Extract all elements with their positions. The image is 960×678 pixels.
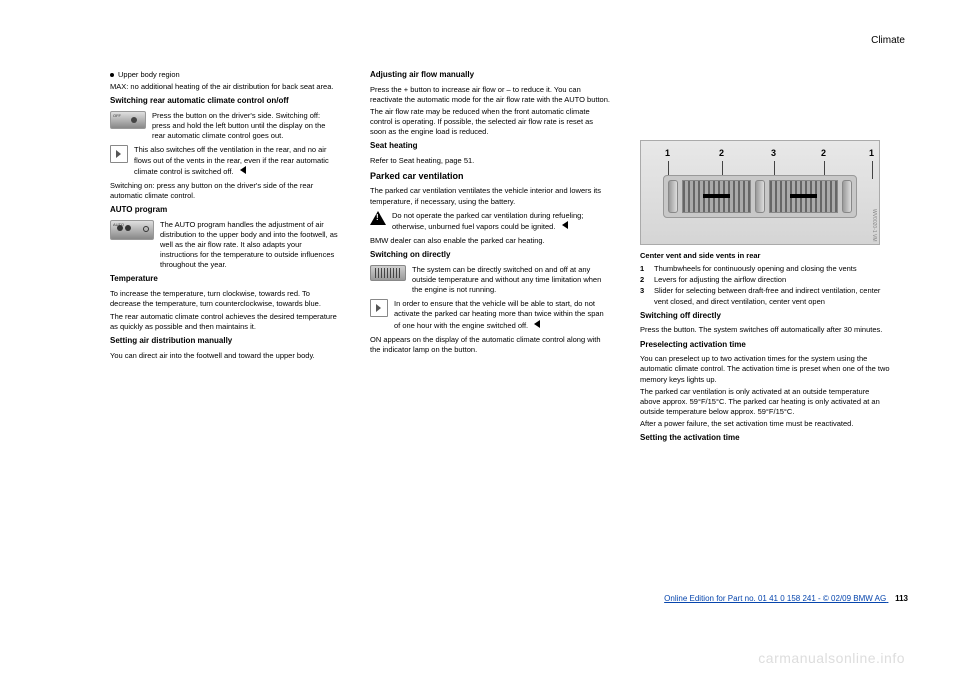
diagram-label: 3 (771, 147, 776, 159)
image-code: WV0020-1 VM (870, 209, 877, 242)
watermark: carmanualsonline.info (758, 650, 905, 666)
thumbwheel (842, 180, 852, 213)
body-text: Press the + button to increase air flow … (370, 85, 610, 105)
warning-icon (370, 211, 386, 225)
legend-num: 3 (640, 286, 650, 306)
body-text: The parked car ventilation ventilates th… (370, 186, 610, 206)
warning-text: Do not operate the parked car ventilatio… (392, 211, 610, 232)
section-title: Switching on directly (370, 250, 610, 261)
column-2: Adjusting air flow manually Press the + … (370, 70, 610, 560)
diagram-label: 1 (869, 147, 874, 159)
legend-num: 1 (640, 264, 650, 274)
icon-paragraph: OFF Press the button on the driver's sid… (110, 111, 340, 141)
vent-left (682, 180, 751, 213)
section-title: Adjusting air flow manually (370, 70, 610, 81)
bullet-item: Upper body region (110, 70, 340, 80)
legend-title: Center vent and side vents in rear (640, 251, 890, 261)
body-text: The air flow rate may be reduced when th… (370, 107, 610, 137)
note-text: This also switches off the ventilation i… (134, 145, 340, 176)
body-text: After a power failure, the set activatio… (640, 419, 890, 429)
vent-panel (663, 175, 857, 218)
body-text: The AUTO program handles the adjustment … (160, 220, 340, 271)
footer-breadcrumb: Online Edition for Part no. 01 41 0 158 … (112, 594, 908, 603)
body-text: You can direct air into the footwell and… (110, 351, 340, 361)
section-title: Seat heating (370, 141, 610, 152)
content-columns: Upper body region MAX: no additional hea… (0, 0, 960, 590)
auto-button-icon: AUTO (110, 220, 154, 240)
vent-button-icon (370, 265, 406, 281)
column-3: 1 2 3 2 1 WV0020-1 VM Center (640, 70, 890, 560)
note-paragraph: This also switches off the ventilation i… (110, 145, 340, 176)
warning-paragraph: Do not operate the parked car ventilatio… (370, 211, 610, 232)
legend-text: Slider for selecting between draft-free … (654, 286, 890, 306)
note-text: In order to ensure that the vehicle will… (394, 299, 610, 330)
column-1: Upper body region MAX: no additional hea… (110, 70, 340, 560)
section-title: Switching rear automatic climate control… (110, 96, 340, 107)
warning-end-icon (562, 221, 568, 229)
legend-item: 1 Thumbwheels for continuously opening a… (640, 264, 890, 274)
section-title: Setting the activation time (640, 433, 890, 444)
footer-link[interactable]: Online Edition for Part no. 01 41 0 158 … (664, 594, 888, 603)
thumbwheel (668, 180, 678, 213)
body-text: The rear automatic climate control achie… (110, 312, 340, 332)
section-title: AUTO program (110, 205, 340, 216)
page-number: 113 (895, 594, 908, 603)
note-end-icon (240, 166, 246, 174)
body-text: Refer to Seat heating, page 51. (370, 156, 610, 166)
body-text: The parked car ventilation is only activ… (640, 387, 890, 417)
legend-num: 2 (640, 275, 650, 285)
body-text: ON appears on the display of the automat… (370, 335, 610, 355)
center-slider (755, 180, 765, 213)
diagram-label: 2 (821, 147, 826, 159)
header-section-title: Climate (871, 35, 905, 46)
note-paragraph: In order to ensure that the vehicle will… (370, 299, 610, 330)
icon-paragraph: The system can be directly switched on a… (370, 265, 610, 295)
legend-text: Levers for adjusting the airflow directi… (654, 275, 786, 285)
note-arrow-icon (370, 299, 388, 317)
section-title: Switching off directly (640, 311, 890, 322)
body-text: Press the button on the driver's side. S… (152, 111, 340, 141)
body-text: MAX: no additional heating of the air di… (110, 82, 340, 92)
section-title: Preselecting activation time (640, 340, 890, 351)
section-title: Setting air distribution manually (110, 336, 340, 347)
body-text: You can preselect up to two activation t… (640, 354, 890, 384)
section-title: Temperature (110, 274, 340, 285)
body-text: BMW dealer can also enable the parked ca… (370, 236, 610, 246)
off-button-icon: OFF (110, 111, 146, 129)
legend-item: 2 Levers for adjusting the airflow direc… (640, 275, 890, 285)
section-title: Parked car ventilation (370, 170, 610, 182)
body-text: The system can be directly switched on a… (412, 265, 610, 295)
note-arrow-icon (110, 145, 128, 163)
manual-page: Climate Upper body region MAX: no additi… (0, 0, 960, 678)
bullet-text: Upper body region (118, 70, 340, 80)
legend-item: 3 Slider for selecting between draft-fre… (640, 286, 890, 306)
body-text: Press the button. The system switches of… (640, 325, 890, 335)
diagram-label: 1 (665, 147, 670, 159)
vent-diagram: 1 2 3 2 1 WV0020-1 VM (640, 140, 880, 245)
body-text: To increase the temperature, turn clockw… (110, 289, 340, 309)
note-end-icon (534, 320, 540, 328)
legend-text: Thumbwheels for continuously opening and… (654, 264, 857, 274)
icon-paragraph: AUTO The AUTO program handles the adjust… (110, 220, 340, 271)
vent-right (769, 180, 838, 213)
diagram-label: 2 (719, 147, 724, 159)
body-text: Switching on: press any button on the dr… (110, 181, 340, 201)
